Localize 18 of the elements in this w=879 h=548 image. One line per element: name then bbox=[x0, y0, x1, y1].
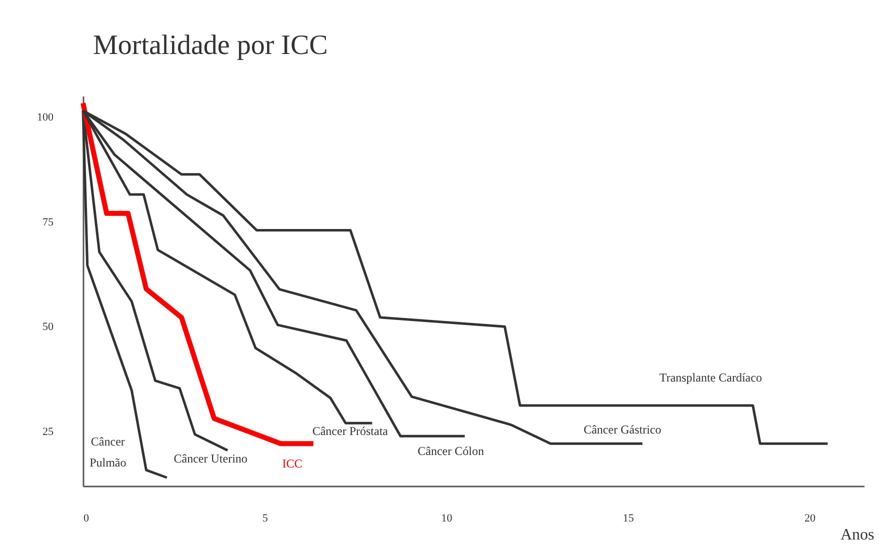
y-tick-label: 25 bbox=[42, 426, 54, 438]
series-label: Transplante Cardíaco bbox=[659, 370, 762, 385]
y-tick-label: 50 bbox=[42, 321, 54, 334]
x-tick-label: 10 bbox=[441, 512, 453, 524]
series-label: Câncer Próstata bbox=[312, 424, 389, 438]
series-label: Câncer Gástrico bbox=[584, 422, 662, 437]
chart-title: Mortalidade por ICC bbox=[93, 30, 328, 61]
series-label: Câncer Pulmão bbox=[90, 434, 126, 470]
series-label: ICC bbox=[282, 456, 302, 471]
series-label: Câncer Cólon bbox=[418, 444, 484, 458]
y-tick-label: 100 bbox=[37, 111, 54, 124]
x-tick-label: 15 bbox=[622, 512, 634, 524]
x-tick-label: 5 bbox=[262, 512, 268, 524]
y-tick-label: 75 bbox=[42, 216, 54, 228]
x-tick-label: 20 bbox=[804, 512, 816, 524]
series-label: Câncer Uterino bbox=[174, 451, 248, 466]
x-axis-title: Anos bbox=[840, 526, 874, 544]
x-tick-label: 0 bbox=[84, 512, 90, 524]
